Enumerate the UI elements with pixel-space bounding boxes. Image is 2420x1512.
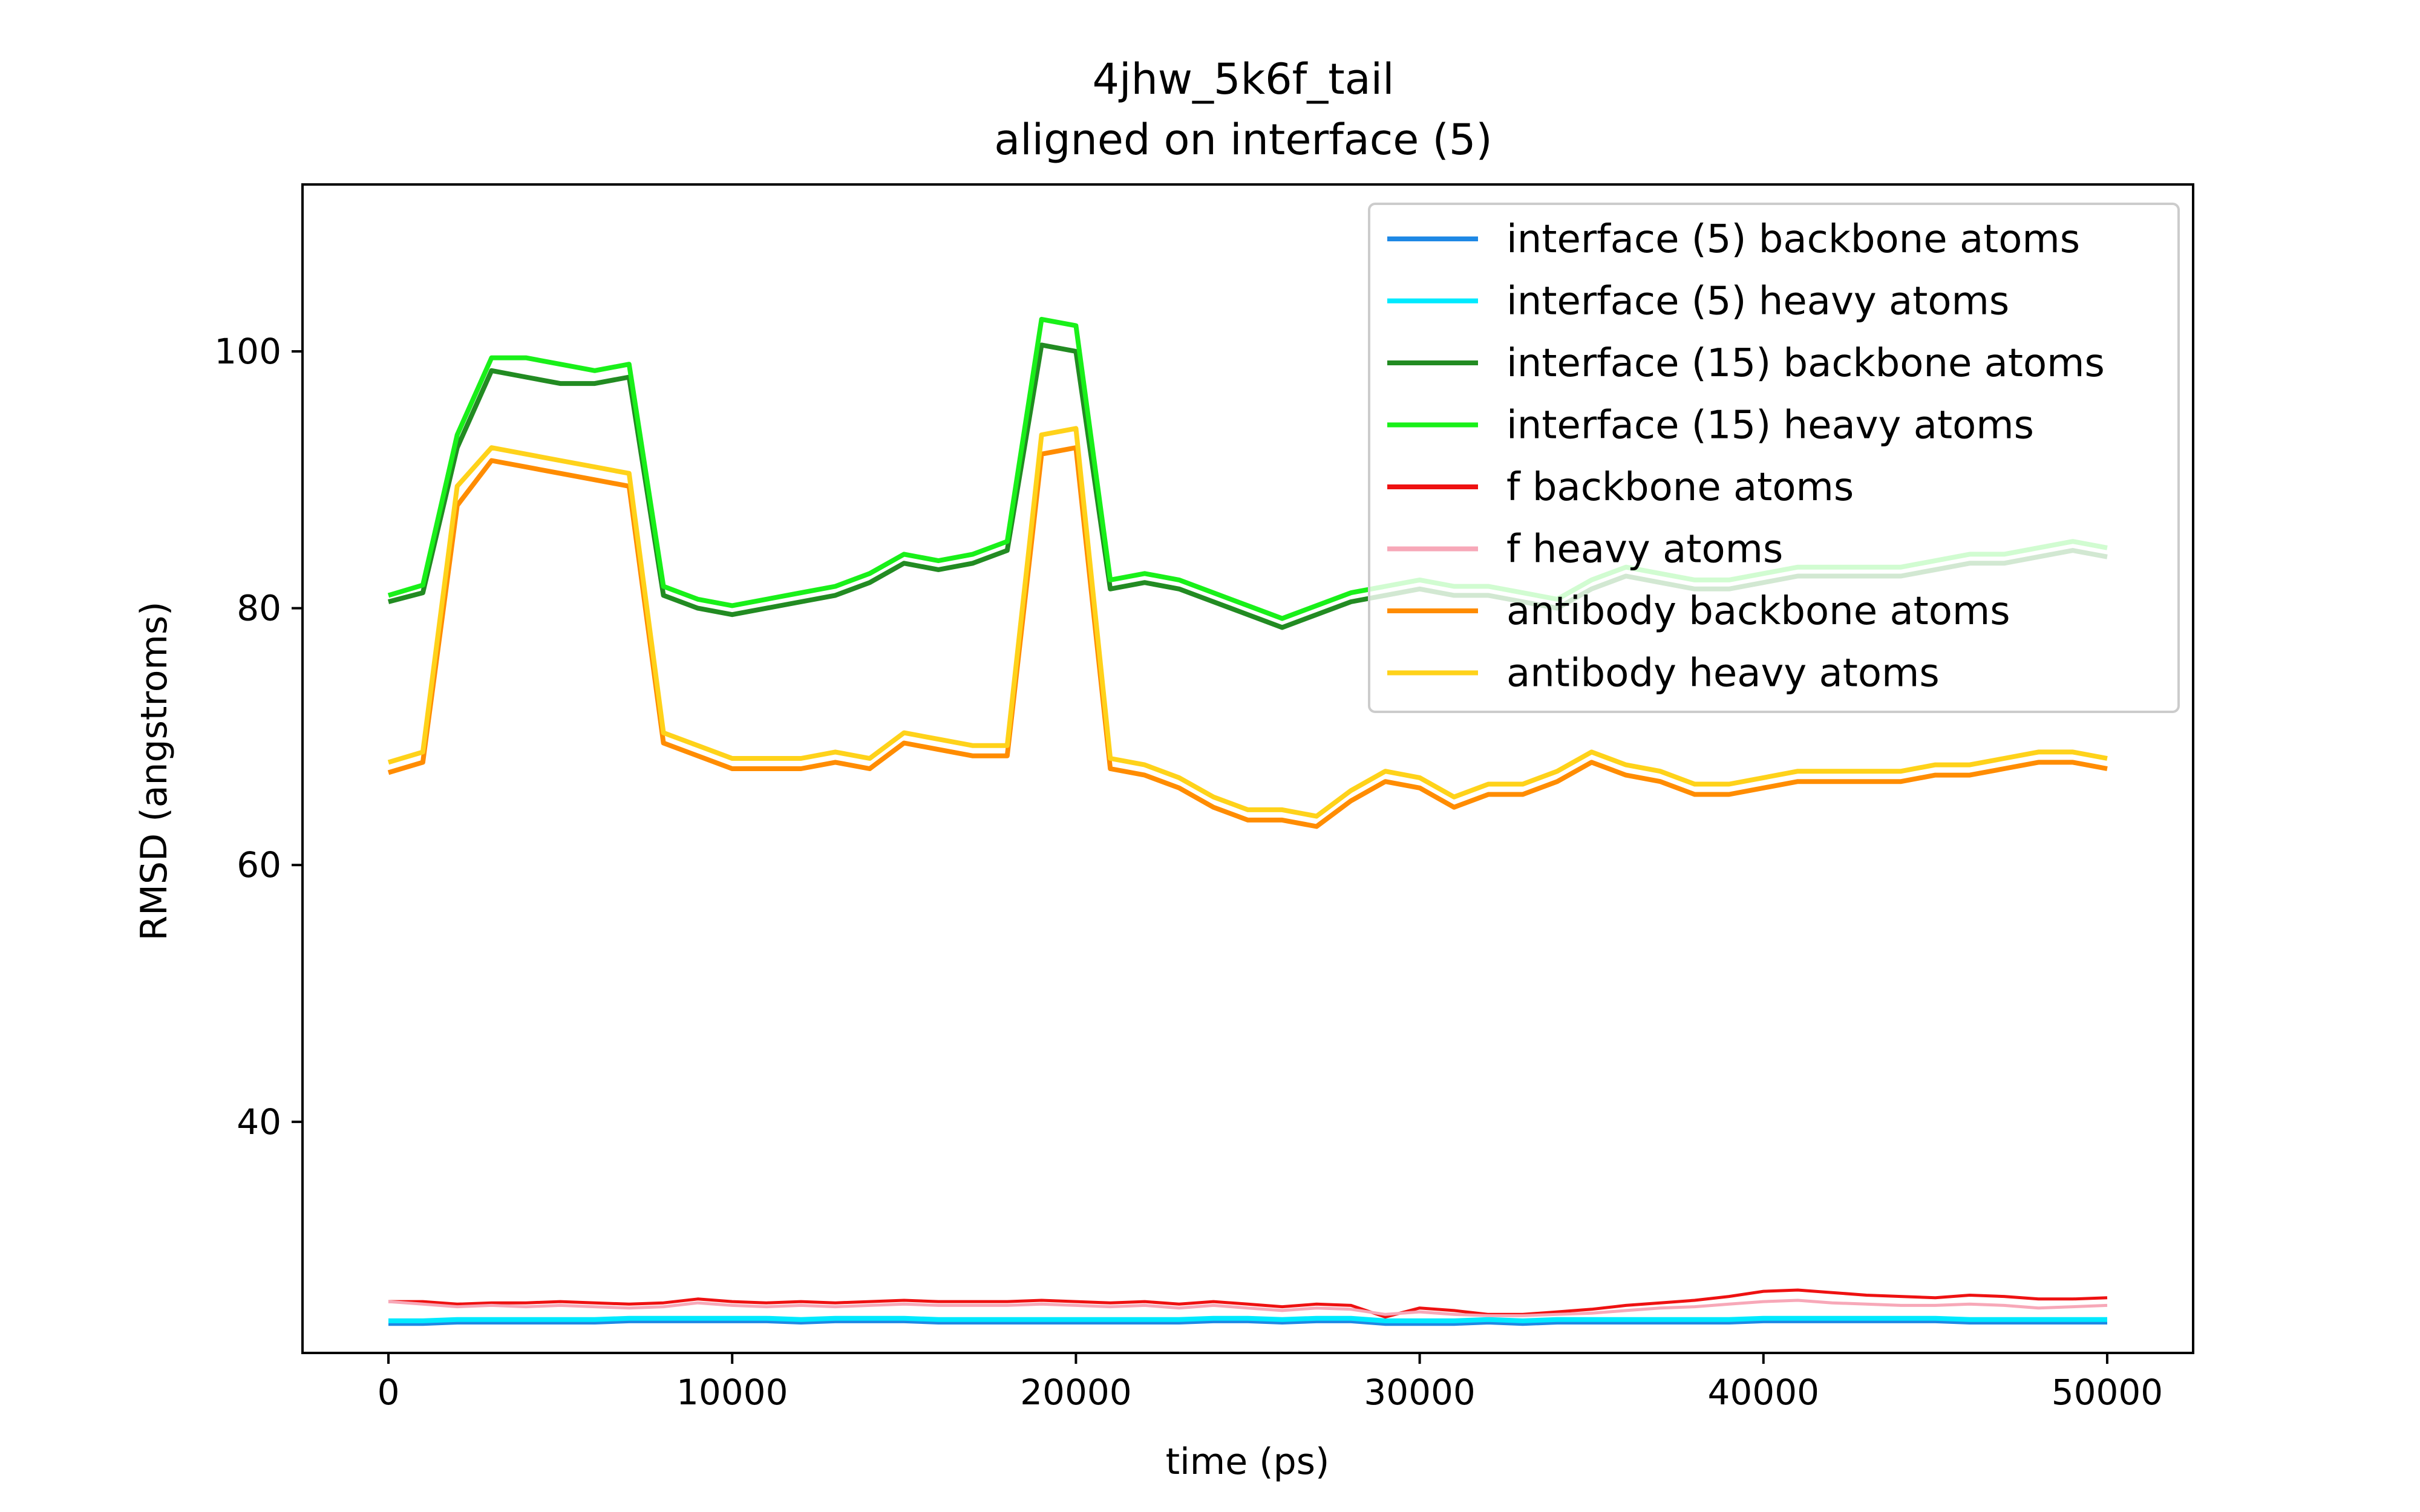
legend-label: f heavy atoms — [1506, 527, 1783, 572]
x-axis-ticks: 0 10000 20000 30000 40000 50000 — [378, 1353, 2163, 1413]
series-line-7 — [387, 445, 2108, 829]
legend-label: f backbone atoms — [1506, 465, 1854, 510]
x-tick-label: 20000 — [1020, 1372, 1132, 1413]
series-line-5 — [388, 1288, 2108, 1319]
series-layer — [387, 316, 2108, 1326]
legend-label: interface (5) backbone atoms — [1506, 217, 2080, 262]
chart-title: 4jhw_5k6f_tail — [1092, 54, 1394, 104]
legend-label: antibody heavy atoms — [1506, 651, 1940, 696]
series-line-1 — [388, 1318, 2107, 1326]
y-tick-label: 40 — [237, 1101, 281, 1142]
legend-label: interface (15) heavy atoms — [1506, 403, 2034, 448]
y-tick-label: 80 — [237, 588, 281, 629]
legend-label: interface (5) heavy atoms — [1506, 279, 2009, 324]
y-axis-ticks: 40 60 80 100 — [214, 331, 302, 1142]
series-line-6 — [388, 1299, 2108, 1317]
chart-subtitle: aligned on interface (5) — [994, 115, 1492, 165]
series-line-2 — [388, 1315, 2107, 1323]
series-line-8 — [387, 426, 2108, 819]
y-axis-label: RMSD (angstroms) — [133, 601, 175, 940]
legend-label: antibody backbone atoms — [1506, 589, 2010, 634]
x-tick-label: 10000 — [676, 1372, 788, 1413]
x-tick-label: 50000 — [2052, 1372, 2163, 1413]
legend-box — [1368, 203, 2180, 713]
legend: interface (5) backbone atoms interface (5… — [1368, 203, 2180, 713]
x-axis-label: time (ps) — [1166, 1441, 1330, 1483]
x-tick-label: 40000 — [1708, 1372, 1820, 1413]
legend-label: interface (15) backbone atoms — [1506, 341, 2105, 386]
plot-frame — [301, 183, 2194, 1354]
x-tick-label: 30000 — [1364, 1372, 1476, 1413]
y-tick-label: 100 — [214, 331, 281, 372]
y-tick-label: 60 — [237, 844, 281, 885]
x-tick-label: 0 — [378, 1372, 400, 1413]
